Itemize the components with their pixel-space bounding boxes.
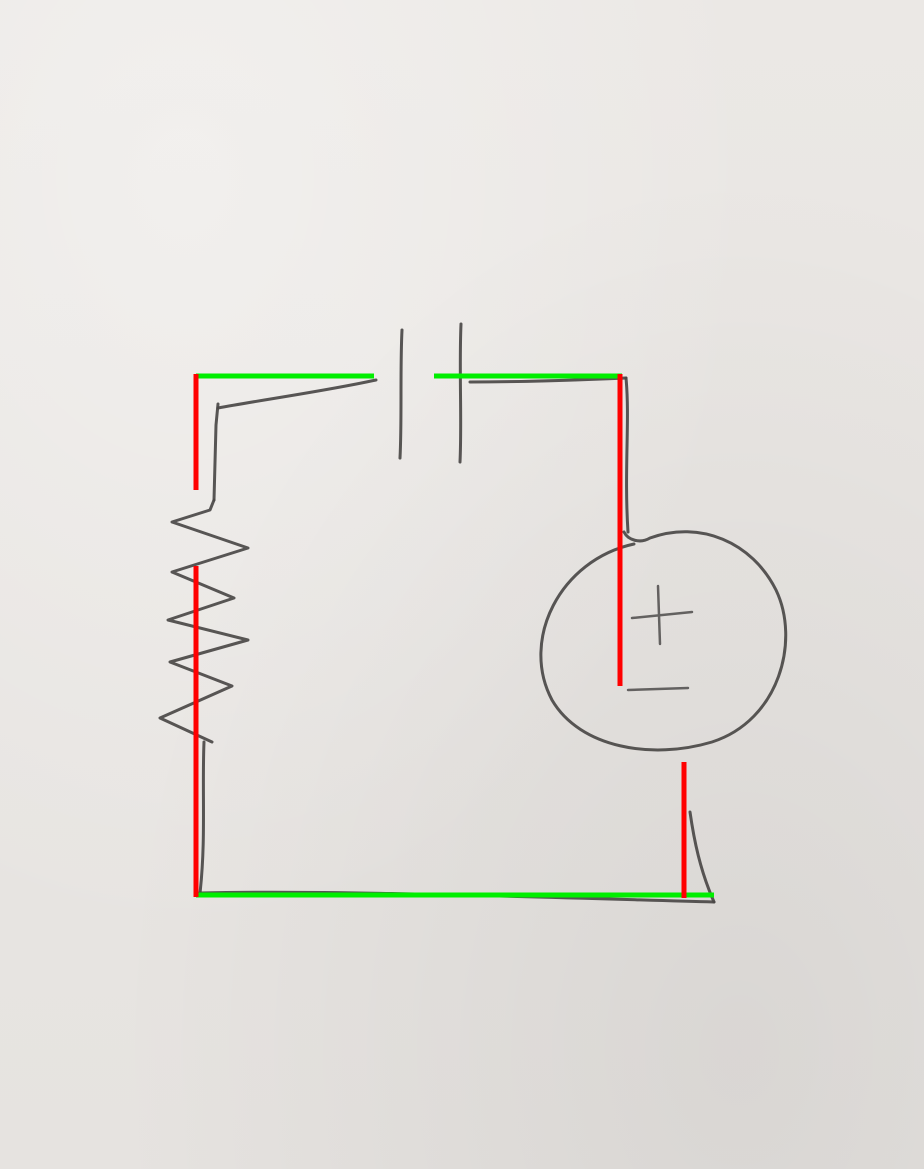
minus-sign-icon xyxy=(626,686,690,692)
resistor-icon xyxy=(158,498,250,744)
plus-sign-icon xyxy=(630,584,694,646)
capacitor-icon xyxy=(398,322,463,464)
overlay-marks xyxy=(193,373,714,898)
wire-right-lower xyxy=(688,810,716,904)
pencil-wires xyxy=(198,376,716,904)
wire-left-top xyxy=(212,402,220,502)
voltage-source-icon: + − xyxy=(539,530,788,752)
wire-top-right xyxy=(468,376,628,384)
capacitor-plate-right xyxy=(458,322,463,464)
resistor-zigzag xyxy=(158,498,250,744)
wire-top-left xyxy=(216,378,378,410)
wire-right-upper xyxy=(624,376,630,534)
source-circle xyxy=(539,530,788,752)
capacitor-plate-left xyxy=(398,328,404,460)
wire-left-lower xyxy=(198,740,206,895)
